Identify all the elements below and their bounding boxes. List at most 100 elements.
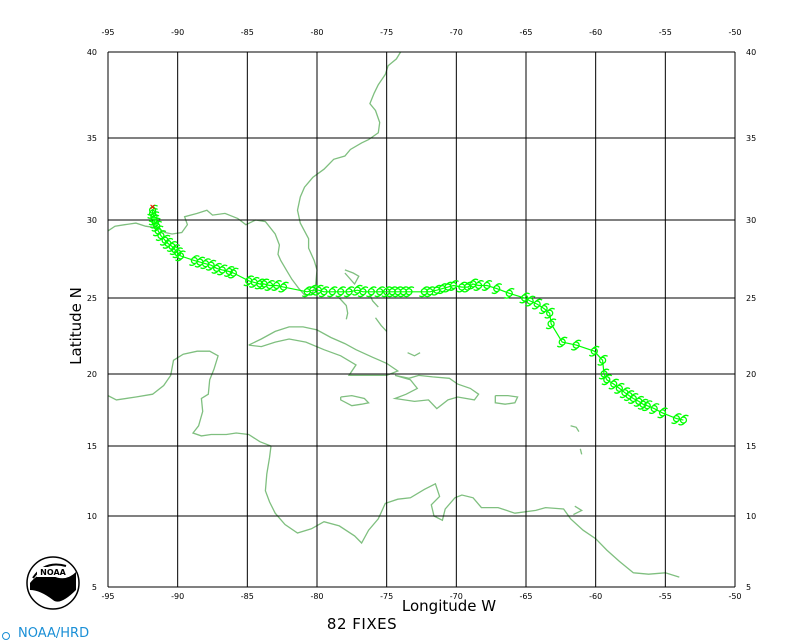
lat-tick-label: 40: [87, 48, 97, 57]
coastline-segment: [579, 448, 583, 455]
lon-tick-label: -70: [450, 28, 463, 37]
track-fix-marker: [545, 318, 557, 330]
lat-tick-label: 10: [746, 512, 756, 521]
lat-tick-label: 20: [746, 370, 756, 379]
lat-tick-label: 30: [87, 216, 97, 225]
noaa-logo-text: NOAA: [40, 568, 66, 577]
track-fix-marker: [648, 403, 660, 415]
track-fix-marker: [418, 286, 430, 298]
track-fix-marker: [211, 262, 223, 274]
lat-tick-label: 20: [87, 370, 97, 379]
lat-tick-label: 5: [746, 583, 751, 592]
lat-tick-label: 30: [746, 216, 756, 225]
track-fix-marker: [597, 354, 608, 366]
track-fix-marker: [271, 280, 282, 291]
track-fix-marker: [678, 414, 689, 426]
track-fix-marker: [608, 378, 620, 390]
lon-tick-label: -75: [380, 592, 393, 601]
lat-tick-label: 25: [87, 294, 97, 303]
track-fix-marker: [159, 234, 171, 246]
storm-track: [147, 204, 689, 426]
lat-tick-label: 35: [746, 134, 756, 143]
lon-tick-label: -80: [310, 592, 323, 601]
lat-tick-label: 25: [746, 294, 756, 303]
track-fix-marker: [544, 307, 556, 319]
lat-tick-label: 10: [87, 512, 97, 521]
coastline-segment: [570, 425, 580, 432]
track-fix-marker: [556, 336, 568, 348]
tick-labels: -95 -95 -90 -90 -85 -85 -80 -80 -75 -75 -70 -70 -65 -…: [87, 28, 756, 601]
lon-tick-label: -65: [519, 28, 532, 37]
track-fix-marker: [431, 284, 443, 296]
lon-tick-label: -50: [728, 28, 741, 37]
lon-tick-label: -85: [241, 28, 254, 37]
track-fix-marker: [326, 286, 338, 298]
track-fix-marker: [619, 387, 631, 399]
track-fix-marker: [381, 286, 393, 298]
lat-tick-label: 40: [746, 48, 756, 57]
track-fix-marker: [519, 292, 530, 304]
lon-tick-label: -60: [589, 592, 602, 601]
lon-tick-label: -75: [380, 28, 393, 37]
lon-tick-label: -55: [659, 28, 672, 37]
lon-tick-label: -60: [589, 28, 602, 37]
lon-tick-label: -95: [101, 592, 114, 601]
track-fix-marker: [598, 368, 610, 380]
coastline-segment: [392, 374, 480, 410]
coastline-segment: [340, 394, 370, 407]
lon-tick-label: -70: [450, 592, 463, 601]
lon-tick-label: -95: [101, 28, 114, 37]
track-fix-marker: [503, 287, 515, 299]
track-fix-marker: [467, 278, 479, 290]
track-fix-marker: [258, 278, 270, 290]
plot-area: [108, 52, 735, 587]
lon-tick-label: -90: [171, 28, 184, 37]
coastline-segment: [374, 317, 388, 332]
coastline-segment: [573, 505, 584, 516]
credit-label: NOAA/HRD: [18, 626, 89, 640]
coastline-segment: [338, 297, 349, 320]
track-fix-marker: [531, 298, 543, 310]
lat-tick-label: 5: [92, 583, 97, 592]
track-fix-marker: [588, 345, 600, 357]
track-fix-marker: [570, 339, 582, 351]
lon-tick-label: -85: [241, 592, 254, 601]
coastlines: [108, 52, 680, 578]
track-fix-marker: [301, 286, 313, 298]
coastline-segment: [369, 294, 379, 308]
track-fix-marker: [343, 286, 355, 298]
track-fix-marker: [223, 266, 235, 277]
track-fix-marker: [671, 413, 682, 425]
y-axis-title: Latitude N: [67, 287, 85, 365]
coastline-segment: [407, 352, 421, 357]
coastline-segment: [108, 350, 680, 578]
coastline-segment: [494, 394, 519, 405]
track-fix-marker: [243, 275, 255, 287]
noaa-logo: NOAA: [26, 556, 80, 610]
lat-tick-label: 15: [87, 442, 97, 451]
credit-bullet-icon: [2, 632, 10, 640]
lon-tick-label: -55: [659, 592, 672, 601]
track-fix-marker: [491, 283, 503, 295]
track-fix-marker: [365, 286, 377, 298]
track-fix-marker: [335, 286, 347, 298]
track-fix-marker: [374, 286, 386, 298]
track-fix-marker: [189, 255, 200, 267]
landfall-marker: [150, 204, 155, 210]
lat-tick-label: 35: [87, 134, 97, 143]
lon-tick-label: -65: [519, 592, 532, 601]
lon-tick-label: -90: [171, 592, 184, 601]
track-fix-marker: [538, 303, 550, 315]
lon-tick-label: -50: [728, 592, 741, 601]
coastline-segment: [248, 326, 400, 377]
track-fix-marker: [633, 395, 645, 407]
track-fix-marker: [641, 400, 653, 412]
track-fix-marker: [481, 280, 493, 291]
track-fix-marker: [228, 267, 239, 279]
x-axis-title: Longitude W: [402, 597, 496, 615]
track-fix-marker: [456, 281, 468, 293]
lon-tick-label: -80: [310, 28, 323, 37]
track-fix-marker: [524, 295, 536, 307]
lat-tick-label: 15: [746, 442, 756, 451]
